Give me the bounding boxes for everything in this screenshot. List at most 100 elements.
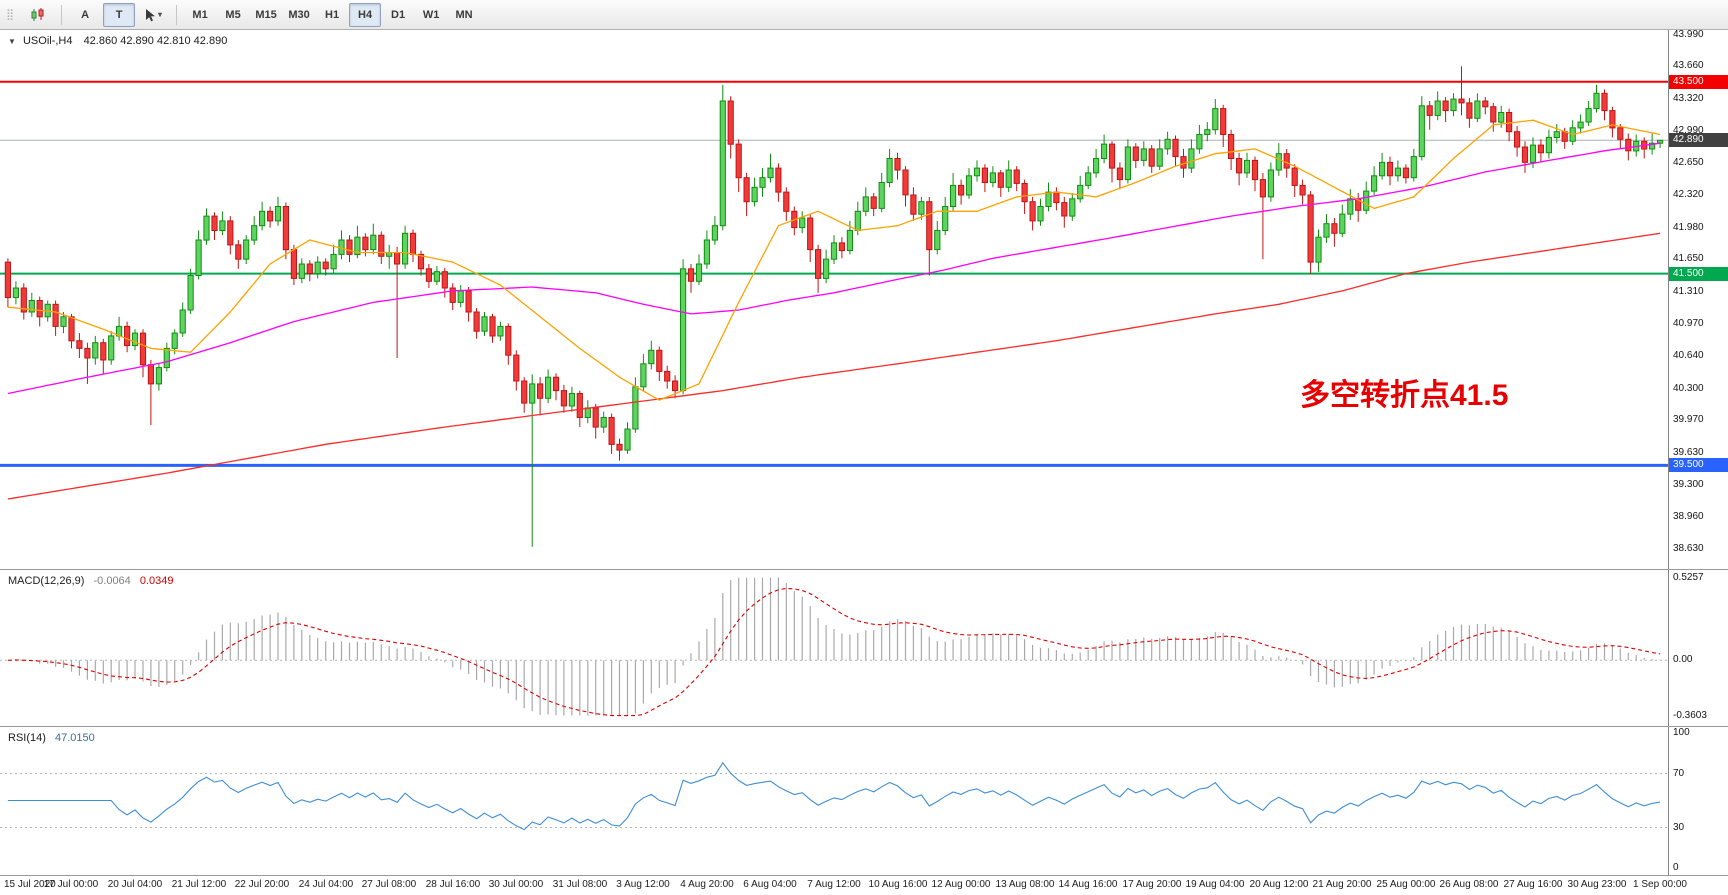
timeframe-m5-button[interactable]: M5 xyxy=(225,8,241,21)
time-axis-label: 3 Aug 12:00 xyxy=(616,879,670,890)
panel-separator[interactable] xyxy=(0,875,1728,876)
timeframe-group: M1 M5 M15 M30 H1 H4 D1 W1 MN xyxy=(184,2,480,27)
time-axis-label: 30 Jul 00:00 xyxy=(488,879,544,890)
text-label-tool-button[interactable]: T xyxy=(103,2,136,27)
macd-label: MACD(12,26,9) -0.0064 0.0349 xyxy=(8,575,174,587)
pivot-line-badge: 41.500 xyxy=(1669,267,1728,281)
price-tick-label: 40.970 xyxy=(1673,318,1704,329)
time-axis-label: 20 Jul 04:00 xyxy=(107,879,163,890)
timeframe-h4-button[interactable]: H4 xyxy=(349,2,382,27)
timeframe-m30-button[interactable]: M30 xyxy=(288,8,310,21)
time-axis-label: 21 Aug 20:00 xyxy=(1312,879,1372,890)
price-tick-label: 39.300 xyxy=(1673,479,1704,490)
timeframe-h1-button[interactable]: H1 xyxy=(325,8,340,21)
time-axis-label: 22 Jul 20:00 xyxy=(234,879,290,890)
price-tick-label: 40.300 xyxy=(1673,383,1704,394)
ma-fast-line xyxy=(7,119,1661,401)
rsi-panel: RSI(14) 47.0150 xyxy=(0,727,1668,875)
price-tick-label: 42.990 xyxy=(1673,125,1704,136)
time-axis-label: 10 Aug 16:00 xyxy=(868,879,928,890)
time-axis-label: 30 Aug 23:00 xyxy=(1567,879,1627,890)
macd-indicator-name: MACD(12,26,9) xyxy=(8,575,85,587)
rsi-scale-label: 0 xyxy=(1673,862,1679,873)
rsi-scale-label: 70 xyxy=(1673,768,1685,779)
timeframe-m1-button[interactable]: M1 xyxy=(192,8,208,21)
time-axis-label: 1 Sep 00:00 xyxy=(1633,879,1687,890)
rsi-chart-canvas[interactable] xyxy=(0,727,1668,875)
time-axis-label: 12 Aug 00:00 xyxy=(931,879,991,890)
price-tick-label: 41.980 xyxy=(1673,222,1704,233)
time-axis-label: 20 Aug 12:00 xyxy=(1249,879,1309,890)
macd-main-value: -0.0064 xyxy=(93,575,131,587)
timeframe-mn-button[interactable]: MN xyxy=(455,8,473,21)
price-tick-label: 38.630 xyxy=(1673,543,1704,554)
time-axis-label: 25 Aug 00:00 xyxy=(1376,879,1436,890)
price-tick-label: 43.320 xyxy=(1673,93,1704,104)
toolbar-separator xyxy=(61,4,63,25)
price-tick-label: 41.310 xyxy=(1673,286,1704,297)
ma-slow-line xyxy=(7,232,1661,500)
support-line-badge: 39.500 xyxy=(1669,458,1728,472)
macd-chart-canvas[interactable] xyxy=(0,570,1668,726)
price-tick-label: 43.660 xyxy=(1673,60,1704,71)
time-axis-label: 15 Jul 2020 xyxy=(4,879,56,890)
time-axis-label: 14 Aug 16:00 xyxy=(1058,879,1118,890)
toolbar-drag-handle[interactable]: ⣿ xyxy=(6,9,15,21)
text-tool-button[interactable]: A xyxy=(81,8,90,21)
panel-separator[interactable] xyxy=(0,569,1728,570)
rsi-scale-label: 30 xyxy=(1673,822,1685,833)
macd-scale-label: 0.5257 xyxy=(1673,572,1704,583)
price-tick-label: 41.650 xyxy=(1673,253,1704,264)
price-tick-label: 42.650 xyxy=(1673,157,1704,168)
macd-signal-value: 0.0349 xyxy=(139,575,174,587)
price-tick-label: 42.320 xyxy=(1673,189,1704,200)
time-axis-label: 26 Aug 08:00 xyxy=(1439,879,1499,890)
rsi-label: RSI(14) 47.0150 xyxy=(8,732,95,744)
time-axis-label: 13 Aug 08:00 xyxy=(995,879,1055,890)
main-chart-panel: ▼ USOil-,H4 42.860 42.890 42.810 42.890 … xyxy=(0,30,1668,569)
time-axis-label: 28 Jul 16:00 xyxy=(425,879,481,890)
time-axis-label: 4 Aug 20:00 xyxy=(680,879,734,890)
collapse-panel-arrow-icon[interactable]: ▼ xyxy=(8,37,16,46)
time-axis[interactable]: 15 Jul 2020 17 Jul 00:00 20 Jul 04:00 21 Ju… xyxy=(0,876,1728,895)
macd-histogram xyxy=(15,577,1661,716)
price-chart-canvas[interactable] xyxy=(0,30,1668,569)
chart-window-icon[interactable] xyxy=(22,3,54,27)
time-axis-label: 21 Jul 12:00 xyxy=(171,879,227,890)
price-tick-label: 38.960 xyxy=(1673,511,1704,522)
macd-panel: MACD(12,26,9) -0.0064 0.0349 xyxy=(0,570,1668,726)
timeframe-w1-button[interactable]: W1 xyxy=(422,8,440,21)
time-axis-label: 17 Jul 00:00 xyxy=(43,879,99,890)
price-tick-label: 43.990 xyxy=(1673,30,1704,40)
time-axis-label: 31 Jul 08:00 xyxy=(552,879,608,890)
macd-scale-label: 0.00 xyxy=(1673,654,1693,665)
mini-candles-icon xyxy=(31,7,44,21)
rsi-axis[interactable]: 100 70 30 0 xyxy=(1668,727,1728,875)
price-tick-label: 39.970 xyxy=(1673,414,1704,425)
chart-annotation-text[interactable]: 多空转折点41.5 xyxy=(1300,379,1509,412)
macd-axis[interactable]: 0.5257 0.00 -0.3603 xyxy=(1668,570,1728,726)
price-axis[interactable]: 43.990 43.660 43.320 42.990 42.650 42.320 41.9… xyxy=(1668,30,1728,569)
chart-ohlc-label: ▼ USOil-,H4 42.860 42.890 42.810 42.890 xyxy=(8,35,227,47)
price-tick-label: 40.640 xyxy=(1673,350,1704,361)
rsi-value: 47.0150 xyxy=(54,732,95,744)
time-axis-label: 6 Aug 04:00 xyxy=(743,879,797,890)
timeframe-d1-button[interactable]: D1 xyxy=(391,8,406,21)
time-axis-label: 19 Aug 04:00 xyxy=(1185,879,1245,890)
toolbar-separator xyxy=(176,4,178,25)
rsi-line xyxy=(7,761,1661,831)
timeframe-m15-button[interactable]: M15 xyxy=(255,8,277,21)
toolbar: ⣿ A T ▾ M1 M5 M15 M30 H1 H4 D1 W1 MN xyxy=(0,0,1728,30)
cursor-icon xyxy=(146,8,156,21)
macd-scale-label: -0.3603 xyxy=(1673,710,1707,721)
cursor-tool-button[interactable]: ▾ xyxy=(137,3,169,27)
resistance-line-badge: 43.500 xyxy=(1669,75,1728,89)
current-price-badge: 42.890 xyxy=(1669,133,1728,147)
macd-signal-line xyxy=(7,587,1661,717)
time-axis-label: 17 Aug 20:00 xyxy=(1122,879,1182,890)
time-axis-label: 27 Jul 08:00 xyxy=(361,879,417,890)
time-axis-label: 24 Jul 04:00 xyxy=(298,879,354,890)
symbol-timeframe-label: USOil-,H4 xyxy=(22,35,73,47)
panel-separator[interactable] xyxy=(0,726,1728,727)
candlesticks xyxy=(4,66,1664,547)
